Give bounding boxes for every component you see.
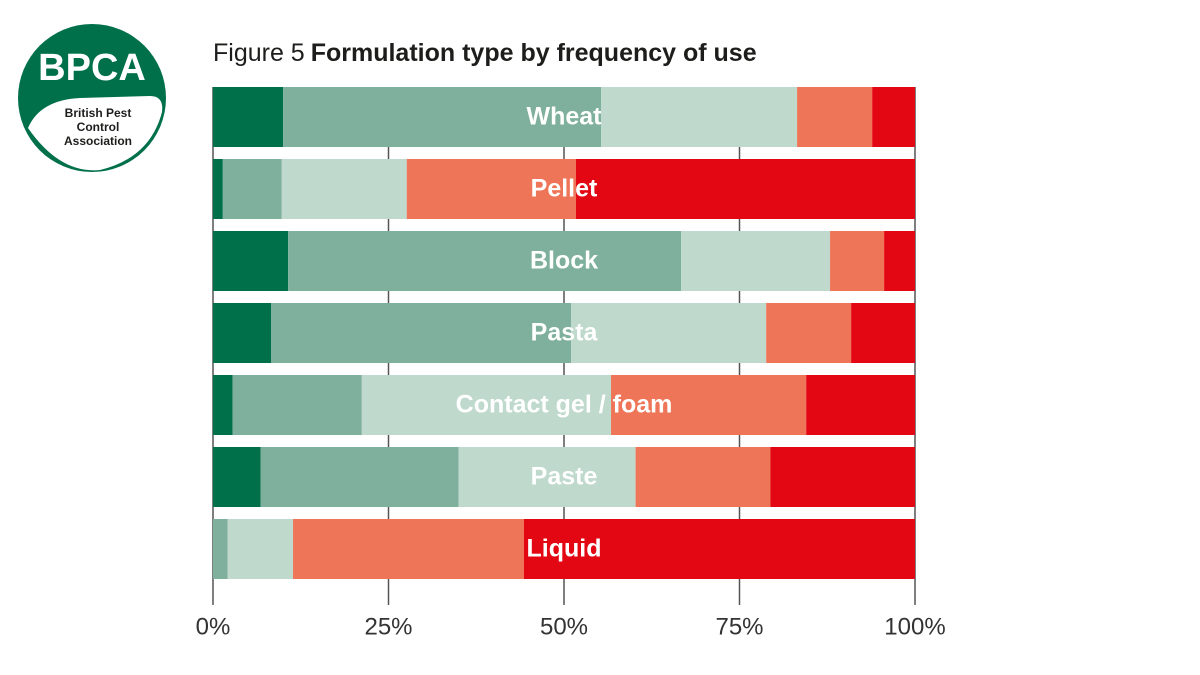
bar-segment <box>361 375 612 435</box>
logo: BPCA British Pest Control Association <box>18 24 166 172</box>
x-tick-label: 50% <box>540 613 588 640</box>
logo-subtitle: Association <box>64 134 132 148</box>
category-label: Contact gel / foam <box>456 391 673 419</box>
figure-label: Figure 5 <box>213 39 305 67</box>
bar-segment <box>406 159 576 219</box>
bar-segment <box>806 375 915 435</box>
bar-segment <box>283 87 602 147</box>
bar-segment <box>227 519 294 579</box>
x-tick-label: 100% <box>884 613 945 640</box>
bar-segment <box>213 375 233 435</box>
bar-segment <box>260 447 459 507</box>
bar-segment <box>681 231 831 291</box>
category-label: Pasta <box>531 319 599 347</box>
bar-segment <box>213 447 261 507</box>
bar-segment <box>830 231 885 291</box>
bar-segment <box>213 87 284 147</box>
bar-segment <box>281 159 407 219</box>
x-tick-label: 25% <box>364 613 412 640</box>
bar-segment <box>884 231 915 291</box>
bar-segment <box>851 303 915 363</box>
category-label: Pellet <box>531 175 598 203</box>
bar-segment <box>601 87 798 147</box>
bar-segment <box>222 159 282 219</box>
bar-segment <box>293 519 524 579</box>
category-label: Wheat <box>527 103 603 131</box>
bar-segment <box>571 303 767 363</box>
logo-subtitle: Control <box>77 120 120 134</box>
bar-segment <box>213 303 272 363</box>
x-tick-label: 0% <box>196 613 231 640</box>
bar-segment <box>458 447 636 507</box>
bar-segment <box>575 159 915 219</box>
category-label: Liquid <box>527 535 602 563</box>
title: Formulation type by frequency of use <box>311 39 757 67</box>
bar-segment <box>288 231 682 291</box>
bar-segment <box>213 159 223 219</box>
bar-segment <box>523 519 915 579</box>
category-label: Paste <box>531 463 598 491</box>
logo-subtitle: British Pest <box>65 106 132 120</box>
bar-segment <box>213 519 228 579</box>
bar-segment <box>271 303 572 363</box>
bar-segment <box>635 447 771 507</box>
bar-segment <box>872 87 915 147</box>
logo-swoosh <box>28 96 163 171</box>
logo-text: BPCA <box>38 47 146 89</box>
category-label: Block <box>530 247 598 275</box>
chart-title: Figure 5 Formulation type by frequency of… <box>213 39 757 67</box>
bar-segment <box>232 375 362 435</box>
bar-segment <box>611 375 807 435</box>
bar-segment <box>770 447 915 507</box>
bar-segment <box>213 231 289 291</box>
x-tick-label: 75% <box>715 613 763 640</box>
bar-segment <box>766 303 852 363</box>
bar-segment <box>797 87 873 147</box>
